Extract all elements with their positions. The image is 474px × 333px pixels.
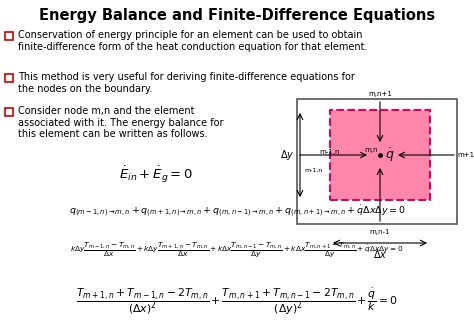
Text: m-1,n: m-1,n — [320, 149, 340, 155]
Text: $q_{(m-1,n)\rightarrow m,n}+q_{(m+1,n)\rightarrow m,n}+q_{(m,n-1)\rightarrow m,n: $q_{(m-1,n)\rightarrow m,n}+q_{(m+1,n)\r… — [69, 203, 405, 219]
Text: $\Delta y$: $\Delta y$ — [281, 148, 295, 162]
Bar — [330, 110, 430, 200]
Text: $k\Delta y\dfrac{T_{m-1,n}-T_{m,n}}{\Delta x}+k\Delta y\dfrac{T_{m+1,n}-T_{m,n}}: $k\Delta y\dfrac{T_{m-1,n}-T_{m,n}}{\Del… — [70, 240, 404, 260]
Text: $\Delta x$: $\Delta x$ — [373, 248, 387, 260]
Text: $\dot{E}_{in}+\dot{E}_{g}=0$: $\dot{E}_{in}+\dot{E}_{g}=0$ — [119, 165, 193, 185]
Text: m,n-1: m,n-1 — [370, 229, 390, 235]
Bar — [5, 74, 13, 82]
Bar — [297, 99, 457, 224]
Bar — [5, 108, 13, 116]
Text: Energy Balance and Finite-Difference Equations: Energy Balance and Finite-Difference Equ… — [39, 8, 435, 23]
Text: m,n+1: m,n+1 — [368, 91, 392, 97]
Text: m-1,n: m-1,n — [304, 167, 322, 172]
Text: m,n: m,n — [364, 147, 378, 153]
Text: Consider node m,n and the element
associated with it. The energy balance for
thi: Consider node m,n and the element associ… — [18, 106, 224, 139]
Text: m+1,n: m+1,n — [457, 152, 474, 158]
Bar — [5, 32, 13, 40]
Text: $\dot{q}$: $\dot{q}$ — [385, 146, 394, 164]
Text: Conservation of energy principle for an element can be used to obtain
finite-dif: Conservation of energy principle for an … — [18, 30, 367, 52]
Text: $\dfrac{T_{m+1,n}+T_{m-1,n}-2T_{m,n}}{(\Delta x)^2}+\dfrac{T_{m,n+1}+T_{m,n-1}-2: $\dfrac{T_{m+1,n}+T_{m-1,n}-2T_{m,n}}{(\… — [76, 287, 398, 317]
Text: This method is very useful for deriving finite-difference equations for
the node: This method is very useful for deriving … — [18, 72, 355, 94]
